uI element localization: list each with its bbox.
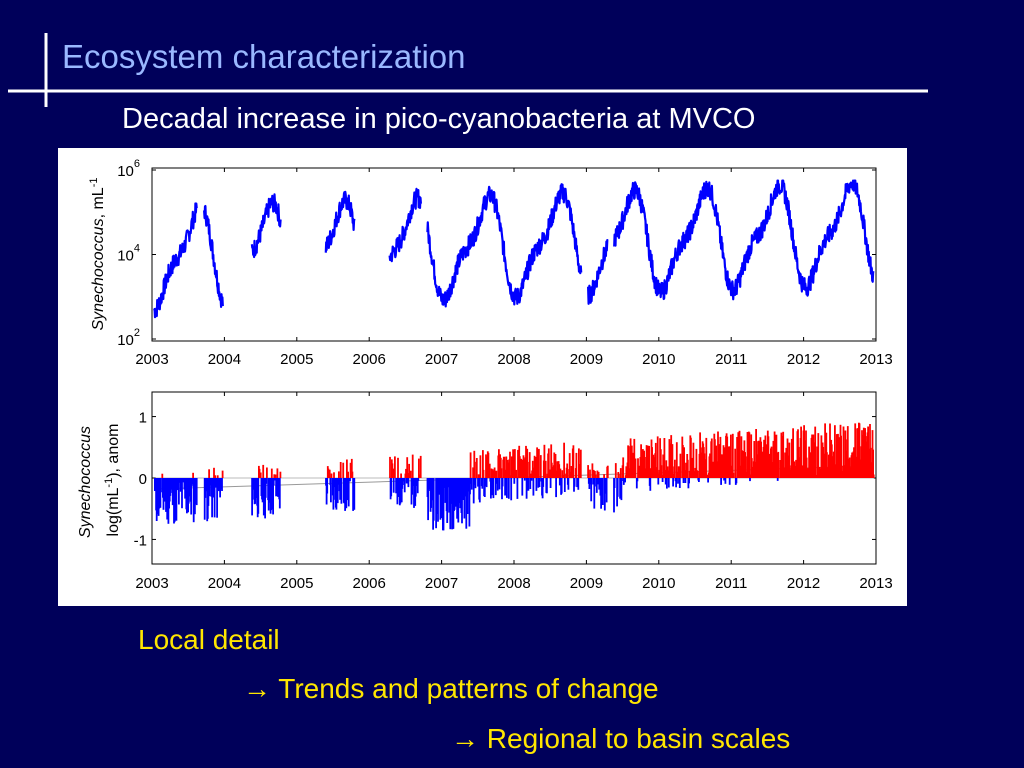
anomaly-chart: 2003 2004 2005 2006 2007 2008 2009 2010 2011 2012… bbox=[77, 391, 893, 592]
anomaly-x-tick-label: 2003 bbox=[135, 575, 168, 592]
abundance-x-tick-label: 2006 bbox=[353, 351, 386, 368]
abundance-x-tick-label: 2007 bbox=[425, 351, 458, 368]
bullet-trends: → Trends and patterns of change bbox=[243, 673, 659, 704]
anomaly-x-tick-label: 2007 bbox=[425, 575, 458, 592]
bullet-local-detail: Local detail bbox=[138, 624, 280, 655]
abundance-y-tick-label: 104 bbox=[117, 243, 140, 265]
anomaly-x-tick-label: 2006 bbox=[353, 575, 386, 592]
abundance-x-tick-label: 2004 bbox=[208, 351, 241, 368]
anomaly-y-axis-label-line2: log(mL-1), anom bbox=[103, 424, 122, 537]
abundance-y-axis-label: Synechococcus, mL-1 bbox=[88, 178, 107, 331]
anomaly-x-tick-label: 2010 bbox=[642, 575, 675, 592]
anomaly-x-tick-label: 2004 bbox=[208, 575, 241, 592]
anomaly-x-tick-label: 2008 bbox=[497, 575, 530, 592]
top-chart-background bbox=[58, 148, 907, 372]
anomaly-x-tick-label: 2009 bbox=[570, 575, 603, 592]
abundance-chart: 2003 2004 2005 2006 2007 2008 2009 2010 2011 2012… bbox=[88, 158, 893, 368]
bullet-regional: → Regional to basin scales bbox=[451, 723, 791, 754]
anomaly-y-tick-label: -1 bbox=[134, 532, 147, 549]
anomaly-y-axis-label-line1: Synechococcus bbox=[77, 426, 94, 538]
abundance-x-tick-label: 2012 bbox=[787, 351, 820, 368]
abundance-x-tick-label: 2003 bbox=[135, 351, 168, 368]
abundance-x-tick-label: 2008 bbox=[497, 351, 530, 368]
anomaly-x-tick-label: 2011 bbox=[715, 575, 747, 592]
anomaly-y-tick-label: 1 bbox=[139, 410, 147, 427]
anomaly-x-tick-label: 2013 bbox=[859, 575, 892, 592]
abundance-x-tick-label: 2005 bbox=[280, 351, 313, 368]
abundance-y-tick-label: 102 bbox=[117, 327, 140, 349]
slide-subtitle: Decadal increase in pico-cyanobacteria a… bbox=[122, 103, 756, 135]
bottom-chart-background bbox=[58, 372, 907, 606]
abundance-x-tick-label: 2013 bbox=[859, 351, 892, 368]
abundance-x-tick-label: 2010 bbox=[642, 351, 675, 368]
slide-title: Ecosystem characterization bbox=[62, 38, 466, 75]
anomaly-x-tick-label: 2005 bbox=[280, 575, 313, 592]
abundance-x-tick-label: 2009 bbox=[570, 351, 603, 368]
anomaly-x-tick-label: 2012 bbox=[787, 575, 820, 592]
anomaly-y-tick-label: 0 bbox=[139, 471, 147, 488]
abundance-y-tick-label: 106 bbox=[117, 158, 140, 180]
abundance-series-line bbox=[153, 179, 875, 319]
abundance-x-tick-label: 2011 bbox=[715, 351, 747, 368]
